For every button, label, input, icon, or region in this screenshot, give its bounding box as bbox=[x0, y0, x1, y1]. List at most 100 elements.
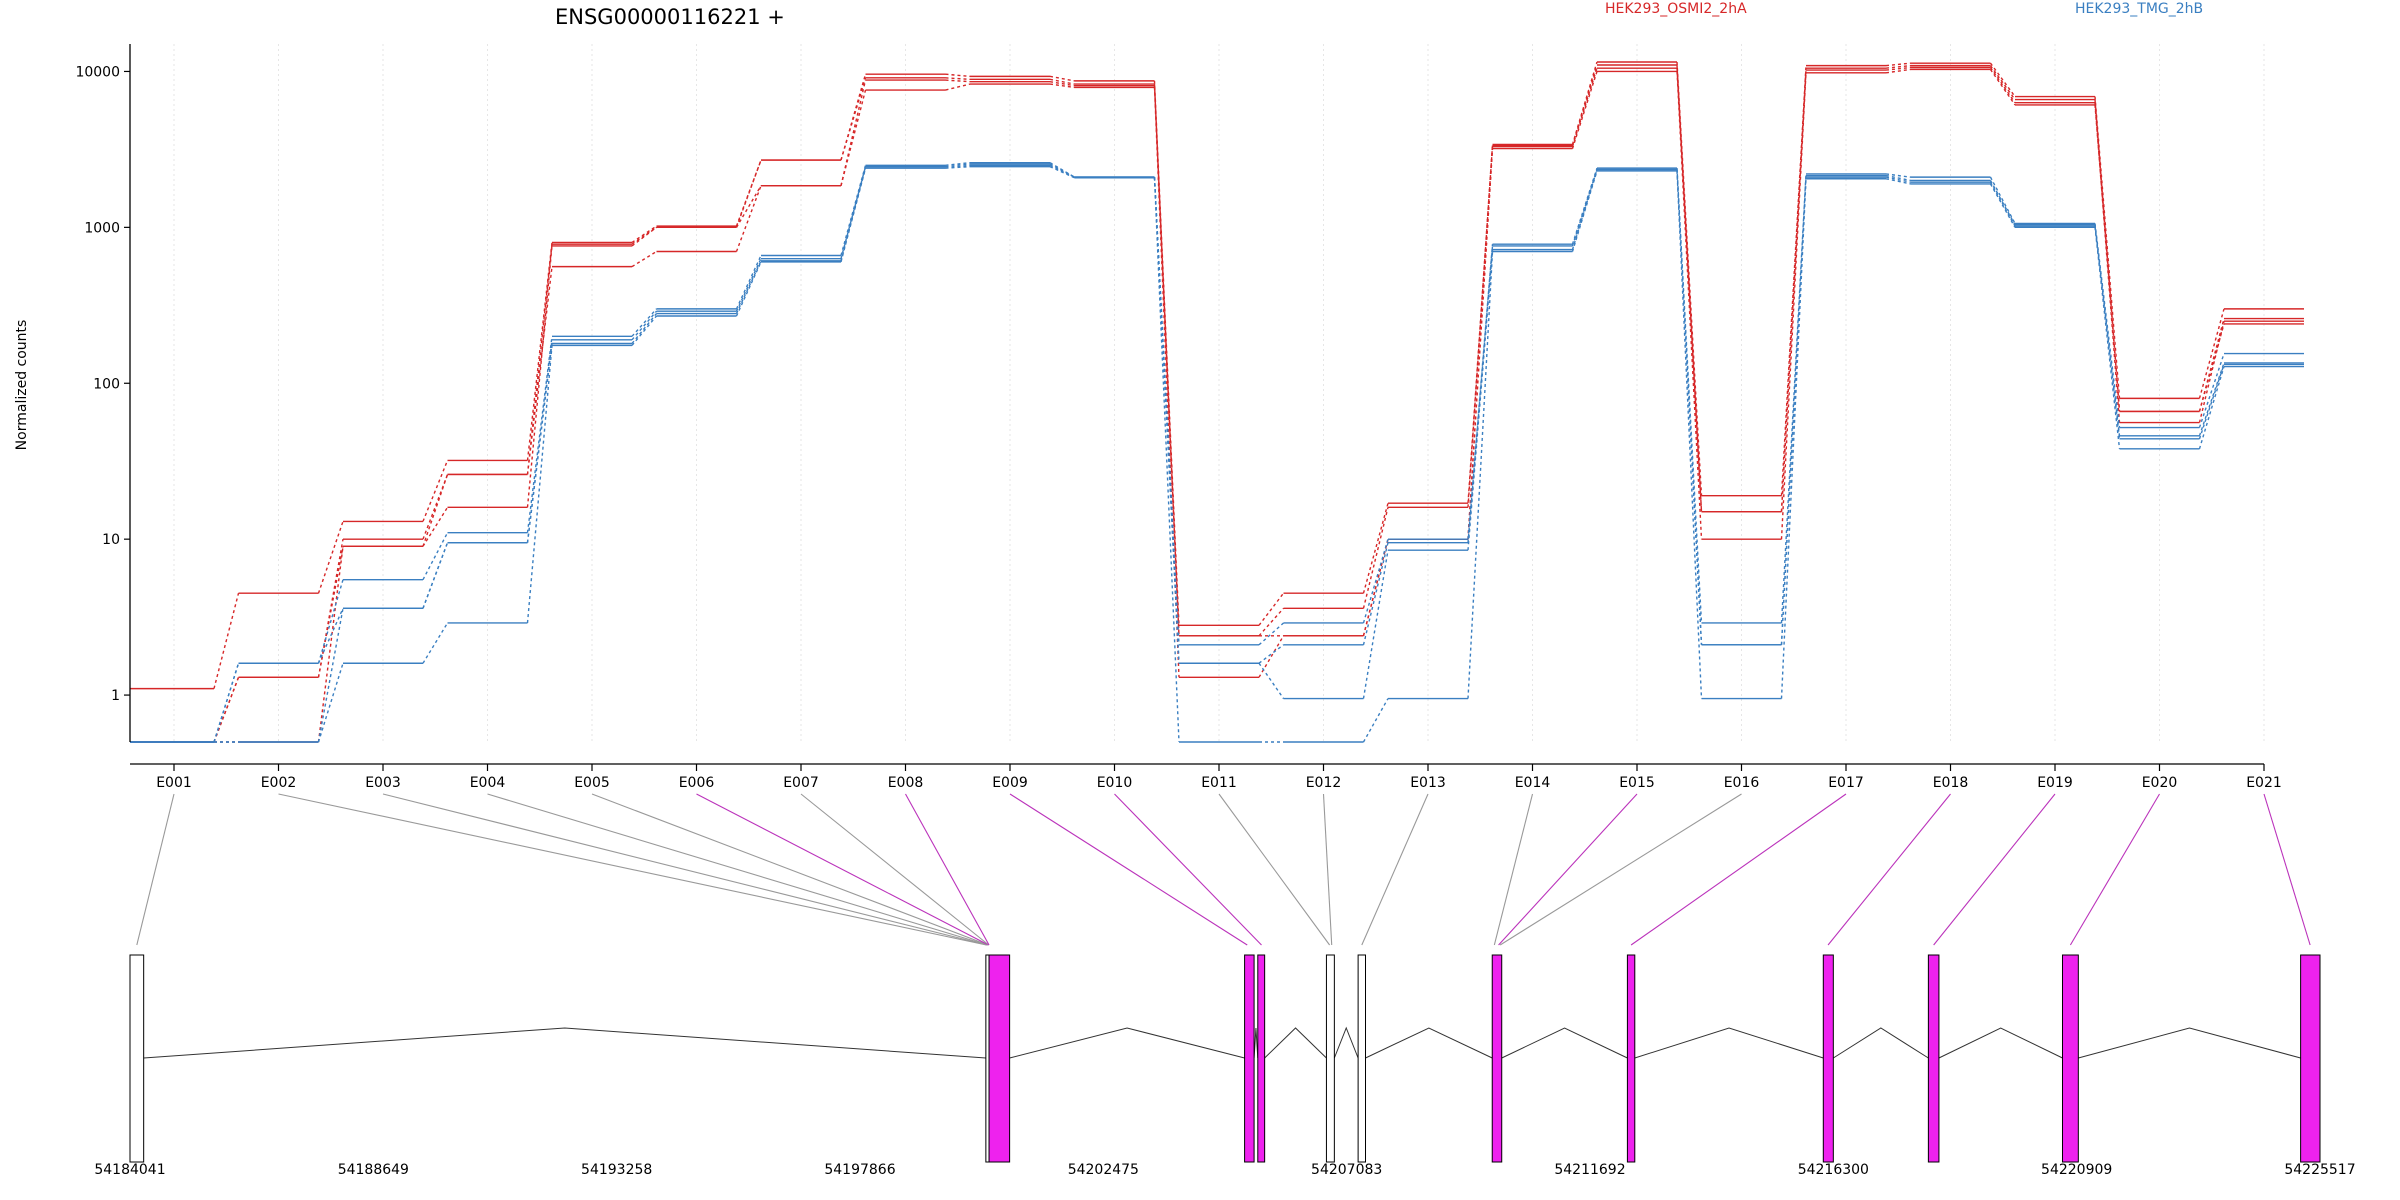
series-connector bbox=[1258, 662, 1285, 699]
series-connector bbox=[735, 185, 762, 228]
series-connector bbox=[840, 167, 867, 263]
x-tick-label: E010 bbox=[1097, 775, 1133, 791]
series-connector bbox=[1885, 66, 1911, 71]
series-connector bbox=[1885, 173, 1911, 178]
series-connector bbox=[1049, 83, 1075, 89]
series-connector bbox=[2198, 366, 2225, 449]
series-connector bbox=[317, 608, 344, 743]
series-connector bbox=[1989, 62, 2016, 97]
series-connector bbox=[1885, 178, 1911, 185]
exon-e014-e015 bbox=[1491, 954, 1503, 1163]
exon-link-e011 bbox=[1218, 793, 1331, 946]
series-connector bbox=[213, 663, 240, 743]
series-connector bbox=[422, 622, 449, 664]
series-connector bbox=[1571, 169, 1598, 250]
x-tick-label: E018 bbox=[1933, 775, 1969, 791]
exon-e011 bbox=[1257, 954, 1266, 1163]
series-connector bbox=[1571, 170, 1598, 252]
series-connector bbox=[1467, 249, 1494, 551]
exon-e018 bbox=[1927, 954, 1940, 1163]
series-connector bbox=[1780, 72, 1807, 540]
series-connector bbox=[735, 258, 762, 312]
exon-e010 bbox=[1244, 954, 1255, 1163]
series-connector bbox=[1049, 80, 1075, 87]
series-connector bbox=[317, 546, 344, 743]
exon-e012 bbox=[1325, 954, 1335, 1163]
intron bbox=[1833, 1027, 1929, 1059]
series-connector bbox=[422, 532, 449, 580]
exon-e013 bbox=[1357, 954, 1367, 1163]
series-layer bbox=[130, 61, 2304, 743]
x-tick-label: E007 bbox=[783, 775, 819, 791]
series-connector bbox=[526, 245, 553, 508]
series-connector bbox=[1362, 698, 1389, 743]
series-connector bbox=[526, 242, 553, 461]
coordinate-label: 54220909 bbox=[2041, 1162, 2112, 1178]
coordinate-label: 54188649 bbox=[338, 1162, 409, 1178]
coordinate-label: 54207083 bbox=[1311, 1162, 1382, 1178]
series-connector bbox=[1362, 550, 1389, 699]
series-connector bbox=[735, 185, 762, 252]
exon-link-e021 bbox=[2263, 793, 2311, 946]
series-connector bbox=[840, 89, 867, 186]
series-connector bbox=[2198, 321, 2225, 423]
series-connector bbox=[422, 474, 449, 547]
series-connector bbox=[1676, 168, 1703, 624]
x-tick-label: E004 bbox=[470, 775, 506, 791]
series-connector bbox=[631, 225, 657, 244]
series-connector bbox=[422, 506, 449, 547]
series-connector bbox=[2198, 362, 2225, 437]
exon-link-e018 bbox=[1827, 793, 1951, 946]
series-connector bbox=[735, 260, 762, 314]
exon-link-e017 bbox=[1630, 793, 1847, 946]
series-connector bbox=[1571, 71, 1598, 149]
coordinate-label: 54193258 bbox=[581, 1162, 652, 1178]
series-connector bbox=[1989, 181, 2016, 227]
x-tick-label: E001 bbox=[156, 775, 192, 791]
series-connector bbox=[631, 308, 658, 337]
coordinate-label: 54225517 bbox=[2284, 1162, 2355, 1178]
series-connector bbox=[422, 460, 449, 522]
exon-link-e020 bbox=[2069, 793, 2160, 946]
series-connector bbox=[1780, 70, 1807, 512]
series-connector bbox=[422, 542, 449, 609]
series-connector bbox=[1049, 78, 1075, 85]
series-connector bbox=[1467, 244, 1494, 540]
series-connector bbox=[1989, 183, 2016, 228]
coordinate-label: 54202475 bbox=[1068, 1162, 1139, 1178]
series-connector bbox=[1049, 75, 1075, 82]
series-connector bbox=[945, 165, 971, 169]
x-tick-label: E016 bbox=[1724, 775, 1760, 791]
y-tick-label: 10 bbox=[102, 532, 120, 548]
series-connector bbox=[2198, 323, 2225, 412]
series-connector bbox=[631, 313, 658, 344]
x-tick-label: E002 bbox=[261, 775, 297, 791]
series-connector bbox=[1780, 177, 1807, 645]
exon-e001 bbox=[129, 954, 145, 1163]
exon-link-e008 bbox=[905, 793, 990, 946]
x-tick-label: E014 bbox=[1515, 775, 1551, 791]
series-connector bbox=[631, 250, 657, 268]
series-group bbox=[130, 66, 2304, 743]
series-connector bbox=[1885, 174, 1911, 182]
exon-link-layer bbox=[136, 793, 2311, 946]
intron bbox=[1501, 1027, 1628, 1059]
intron bbox=[1333, 1026, 1359, 1059]
legend-tmg: HEK293_TMG_2hB bbox=[2075, 1, 2203, 17]
series-connector bbox=[1780, 178, 1807, 699]
series-connector bbox=[2094, 227, 2121, 449]
axis-layer: 1 10 100 1000 10000 E001 E002 E003 E004 E005 E006 E… bbox=[75, 44, 2282, 791]
series-connector bbox=[317, 521, 344, 594]
x-tick-label: E012 bbox=[1306, 775, 1342, 791]
series-group bbox=[130, 61, 2304, 690]
coordinate-label: 54216300 bbox=[1798, 1162, 1869, 1178]
x-tick-label: E015 bbox=[1619, 775, 1655, 791]
series-connector bbox=[213, 677, 240, 743]
series-connector bbox=[1362, 538, 1389, 636]
y-tick-label: 1 bbox=[111, 688, 120, 704]
series-connector bbox=[2198, 353, 2225, 428]
series-connector bbox=[1362, 538, 1389, 624]
x-tick-label: E017 bbox=[1828, 775, 1864, 791]
series-connector bbox=[526, 266, 553, 475]
